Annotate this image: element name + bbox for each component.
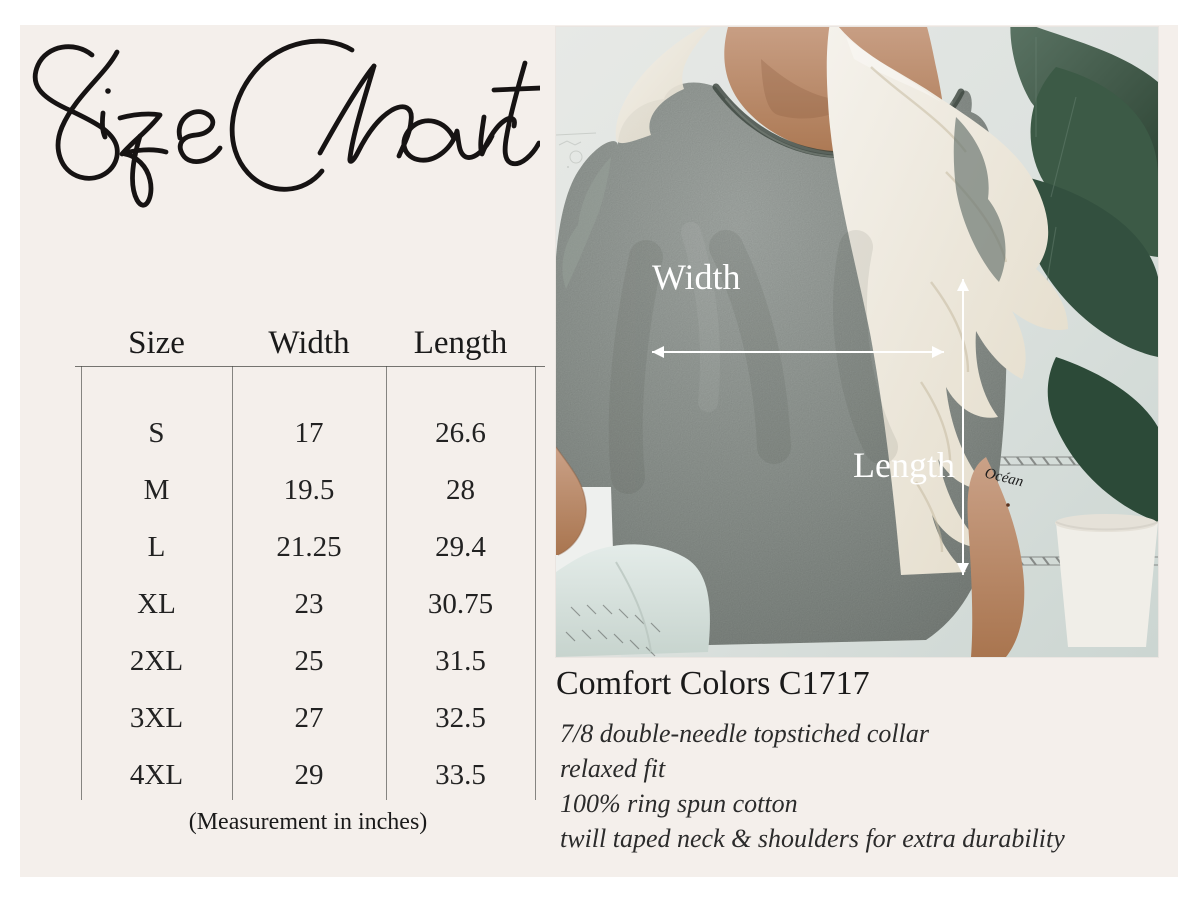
svg-text:Length: Length — [853, 445, 955, 485]
svg-text:Width: Width — [652, 257, 741, 297]
